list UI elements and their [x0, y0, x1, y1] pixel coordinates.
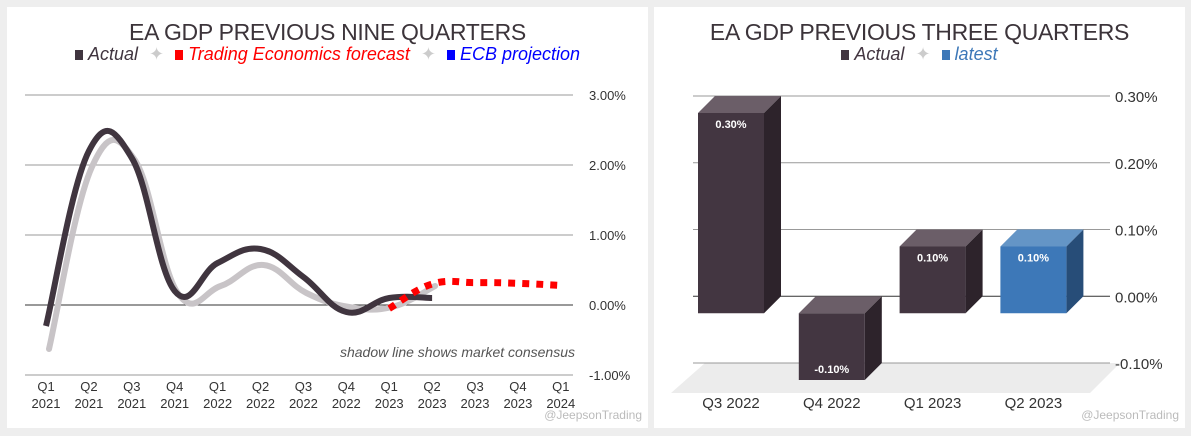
legend-swatch — [941, 50, 950, 60]
legend-actual: Actual — [74, 44, 138, 64]
data-label: 0.30% — [715, 119, 746, 131]
x-tick-label: 2021 — [74, 396, 103, 411]
data-label: -0.10% — [814, 364, 849, 376]
x-tick-label: 2022 — [203, 396, 232, 411]
x-tick-label: Q1 2023 — [904, 395, 962, 412]
y-tick-label: 0.00% — [589, 298, 626, 313]
x-tick-label: Q4 — [509, 379, 526, 394]
y-tick-label: 2.00% — [589, 158, 626, 173]
consensus-line — [46, 136, 439, 352]
y-tick-label: -1.00% — [589, 368, 631, 383]
x-tick-label: Q2 2023 — [1005, 395, 1063, 412]
x-tick-label: Q1 — [381, 379, 398, 394]
bar-top — [698, 96, 781, 113]
line-plot: 3.00% 2.00% 1.00% 0.00% -1.00% Q1 2021 Q2 2021 Q3… — [25, 88, 631, 411]
watermark: @JeepsonTrading — [1081, 408, 1179, 422]
y-tick-label: 3.00% — [589, 88, 626, 103]
bar-side — [965, 229, 983, 314]
bar — [1000, 246, 1067, 314]
legend-swatch — [74, 50, 83, 60]
x-tick-label: 2022 — [246, 396, 275, 411]
actual-line — [43, 127, 433, 327]
x-tick-label: 2023 — [418, 396, 447, 411]
bar-side — [864, 296, 882, 380]
bar — [798, 313, 865, 380]
bar — [698, 113, 764, 314]
x-tick-label: Q1 — [209, 379, 226, 394]
watermark: @JeepsonTrading — [544, 408, 642, 422]
x-tick-label: Q4 — [338, 379, 355, 394]
annotation: shadow line shows market consensus — [340, 344, 575, 360]
x-tick-label: Q2 — [252, 379, 269, 394]
x-tick-label: Q3 — [466, 379, 483, 394]
chart-legend: Actual ✦ latest — [654, 44, 1185, 65]
data-label: 0.10% — [917, 253, 948, 265]
data-label: 0.10% — [1018, 253, 1049, 265]
legend-forecast: Trading Economics forecast — [175, 44, 410, 64]
y-tick-label: -0.10% — [1115, 356, 1163, 373]
y-tick-label: 0.30% — [1115, 89, 1158, 106]
x-tick-label: 2021 — [32, 396, 61, 411]
y-tick-label: 1.00% — [589, 228, 626, 243]
x-tick-label: Q1 — [37, 379, 54, 394]
x-tick-label: Q2 — [423, 379, 440, 394]
x-tick-label: 2023 — [503, 396, 532, 411]
legend-latest: latest — [941, 44, 998, 64]
legend-swatch — [175, 50, 184, 60]
x-tick-label: Q3 — [295, 379, 312, 394]
x-tick-label: 2023 — [461, 396, 490, 411]
legend-actual: Actual — [841, 44, 904, 64]
floor — [671, 363, 1120, 393]
x-tick-label: 2024 — [546, 396, 575, 411]
x-tick-label: Q3 2022 — [702, 395, 760, 412]
x-tick-label: 2021 — [117, 396, 146, 411]
legend-separator-icon: ✦ — [148, 44, 165, 64]
x-tick-label: Q2 — [80, 379, 97, 394]
legend-ecb: ECB projection — [446, 44, 580, 64]
bar-top — [899, 229, 983, 247]
legend-swatch — [446, 50, 455, 60]
chart-legend: Actual ✦ Trading Economics forecast ✦ EC… — [7, 44, 648, 65]
x-tick-label: 2022 — [332, 396, 361, 411]
x-tick-label: 2022 — [289, 396, 318, 411]
x-tick-label: Q4 — [166, 379, 183, 394]
y-tick-label: 0.20% — [1115, 156, 1158, 173]
bar-side — [764, 96, 781, 314]
bar-top — [798, 296, 882, 314]
legend-separator-icon: ✦ — [420, 44, 436, 64]
x-tick-label: Q3 — [123, 379, 140, 394]
legend-swatch — [841, 50, 850, 60]
x-tick-label: 2023 — [375, 396, 404, 411]
y-tick-label: 0.10% — [1115, 223, 1158, 240]
bar — [899, 246, 966, 314]
x-tick-label: 2021 — [160, 396, 189, 411]
y-tick-label: 0.00% — [1115, 289, 1158, 306]
x-tick-label: Q1 — [552, 379, 569, 394]
bar-top — [1000, 229, 1084, 247]
bar-side — [1066, 229, 1084, 314]
bar-plot: 0.30% 0.20% 0.10% 0.00% -0.10% 0.30% Q3 2022 -0… — [671, 89, 1163, 412]
forecast-line — [387, 277, 561, 312]
x-tick-label: Q4 2022 — [803, 395, 861, 412]
legend-separator-icon: ✦ — [915, 44, 931, 64]
chart-title: EA GDP PREVIOUS NINE QUARTERS — [129, 19, 526, 45]
gdp-nine-quarters-chart: EA GDP PREVIOUS NINE QUARTERS Actual ✦ T… — [7, 7, 648, 428]
chart-title: EA GDP PREVIOUS THREE QUARTERS — [709, 19, 1130, 45]
gdp-three-quarters-chart: EA GDP PREVIOUS THREE QUARTERS Actual ✦ … — [654, 7, 1185, 428]
